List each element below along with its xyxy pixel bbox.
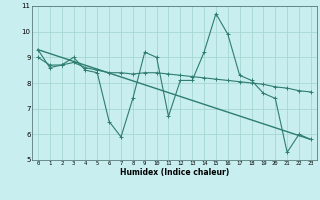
X-axis label: Humidex (Indice chaleur): Humidex (Indice chaleur) [120, 168, 229, 177]
